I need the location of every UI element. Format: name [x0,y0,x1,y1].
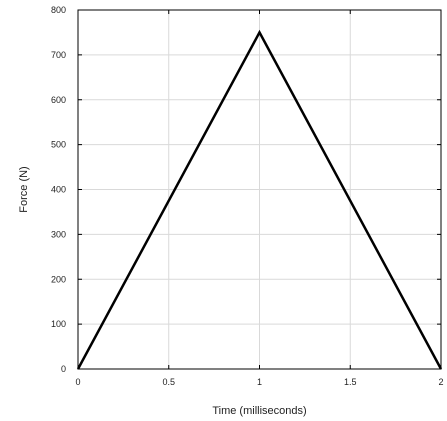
x-tick-label: 0.5 [162,377,175,387]
y-tick-label: 200 [51,274,66,284]
y-tick-label: 700 [51,50,66,60]
axis-ticks: 0 0.5 1 1.5 2 0 100 200 300 400 500 600 700 800 [51,5,444,387]
data-point [258,31,261,34]
x-axis-label: Time (milliseconds) [212,405,306,417]
y-tick-label: 100 [51,319,66,329]
x-tick-label: 1 [257,377,262,387]
x-tick-label: 2 [438,377,443,387]
y-tick-label: 500 [51,140,66,150]
y-tick-label: 800 [51,5,66,15]
y-axis-label: Force (N) [18,166,30,212]
y-tick-label: 400 [51,185,66,195]
y-tick-label: 0 [61,364,66,374]
y-tick-label: 300 [51,229,66,239]
y-tick-label: 600 [51,95,66,105]
x-tick-label: 0 [75,377,80,387]
grid-lines [77,9,442,370]
x-tick-label: 1.5 [344,377,357,387]
